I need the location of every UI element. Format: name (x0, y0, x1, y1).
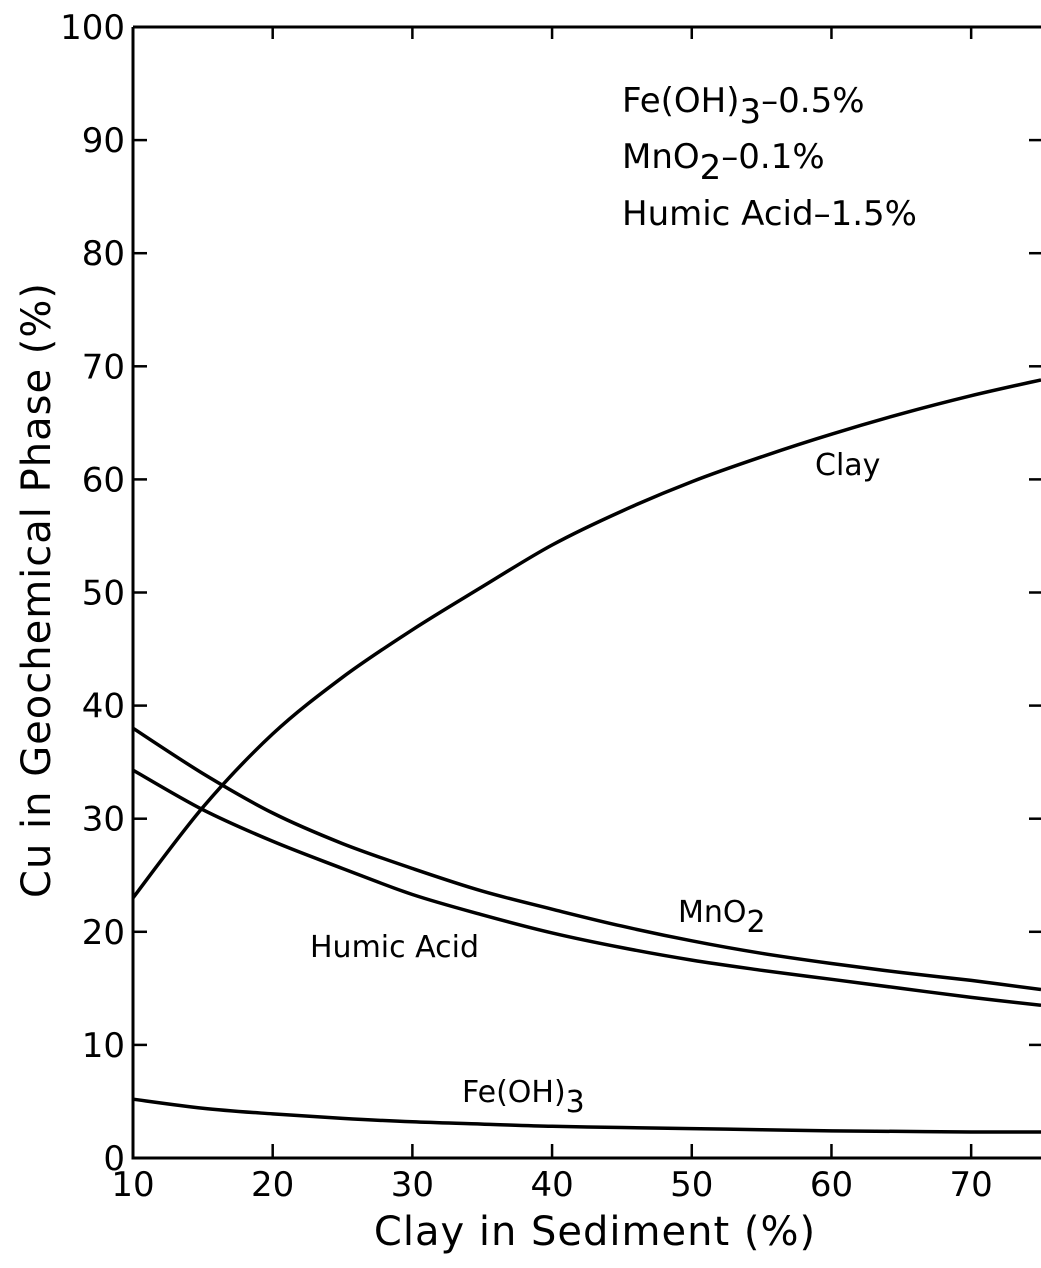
annotation-line: Fe(OH)3–0.5% (622, 81, 865, 132)
curve-labels: Clay MnO2 Humic Acid Fe(OH)3 (310, 448, 880, 1120)
y-tick-label: 70 (82, 347, 125, 387)
y-tick-label: 60 (82, 460, 125, 500)
y-axis-title: Cu in Geochemical Phase (%) (14, 282, 60, 898)
y-tick-label: 10 (82, 1026, 125, 1066)
curve-label-clay: Clay (815, 448, 880, 483)
x-tick-label: 30 (391, 1165, 434, 1205)
annotation-line: Humic Acid–1.5% (622, 194, 917, 234)
series-line-fe-oh-3 (132, 1097, 1041, 1134)
curve-label-humic-acid: Humic Acid (310, 930, 479, 965)
y-tick-label: 20 (82, 913, 125, 953)
x-axis-title: Clay in Sediment (%) (374, 1209, 816, 1255)
x-tick-label: 60 (810, 1165, 853, 1205)
y-tick-label: 30 (82, 800, 125, 840)
series-line-clay (131, 378, 1041, 899)
y-tick-label: 0 (103, 1139, 125, 1179)
y-tick-label: 50 (82, 574, 125, 614)
x-tick-label: 20 (251, 1165, 294, 1205)
series-line-mno2 (132, 726, 1041, 992)
y-tick-label: 40 (82, 687, 125, 727)
x-tick-label: 40 (530, 1165, 573, 1205)
y-tick-label: 100 (60, 8, 125, 48)
annotation-box: Fe(OH)3–0.5%MnO2–0.1% Humic Acid–1.5% (622, 81, 917, 234)
curves (131, 378, 1041, 1134)
y-tick-label: 90 (82, 121, 125, 161)
series-line-humic-acid (132, 768, 1041, 1008)
x-tick-label: 10 (111, 1165, 154, 1205)
curve-label-fe-oh-3: Fe(OH)3 (462, 1075, 585, 1120)
curve-label-mno2: MnO2 (678, 895, 766, 940)
x-tick-label: 70 (950, 1165, 993, 1205)
y-tick-label: 80 (82, 234, 125, 274)
annotation-line: MnO2–0.1% (622, 137, 825, 188)
x-tick-label: 50 (670, 1165, 713, 1205)
